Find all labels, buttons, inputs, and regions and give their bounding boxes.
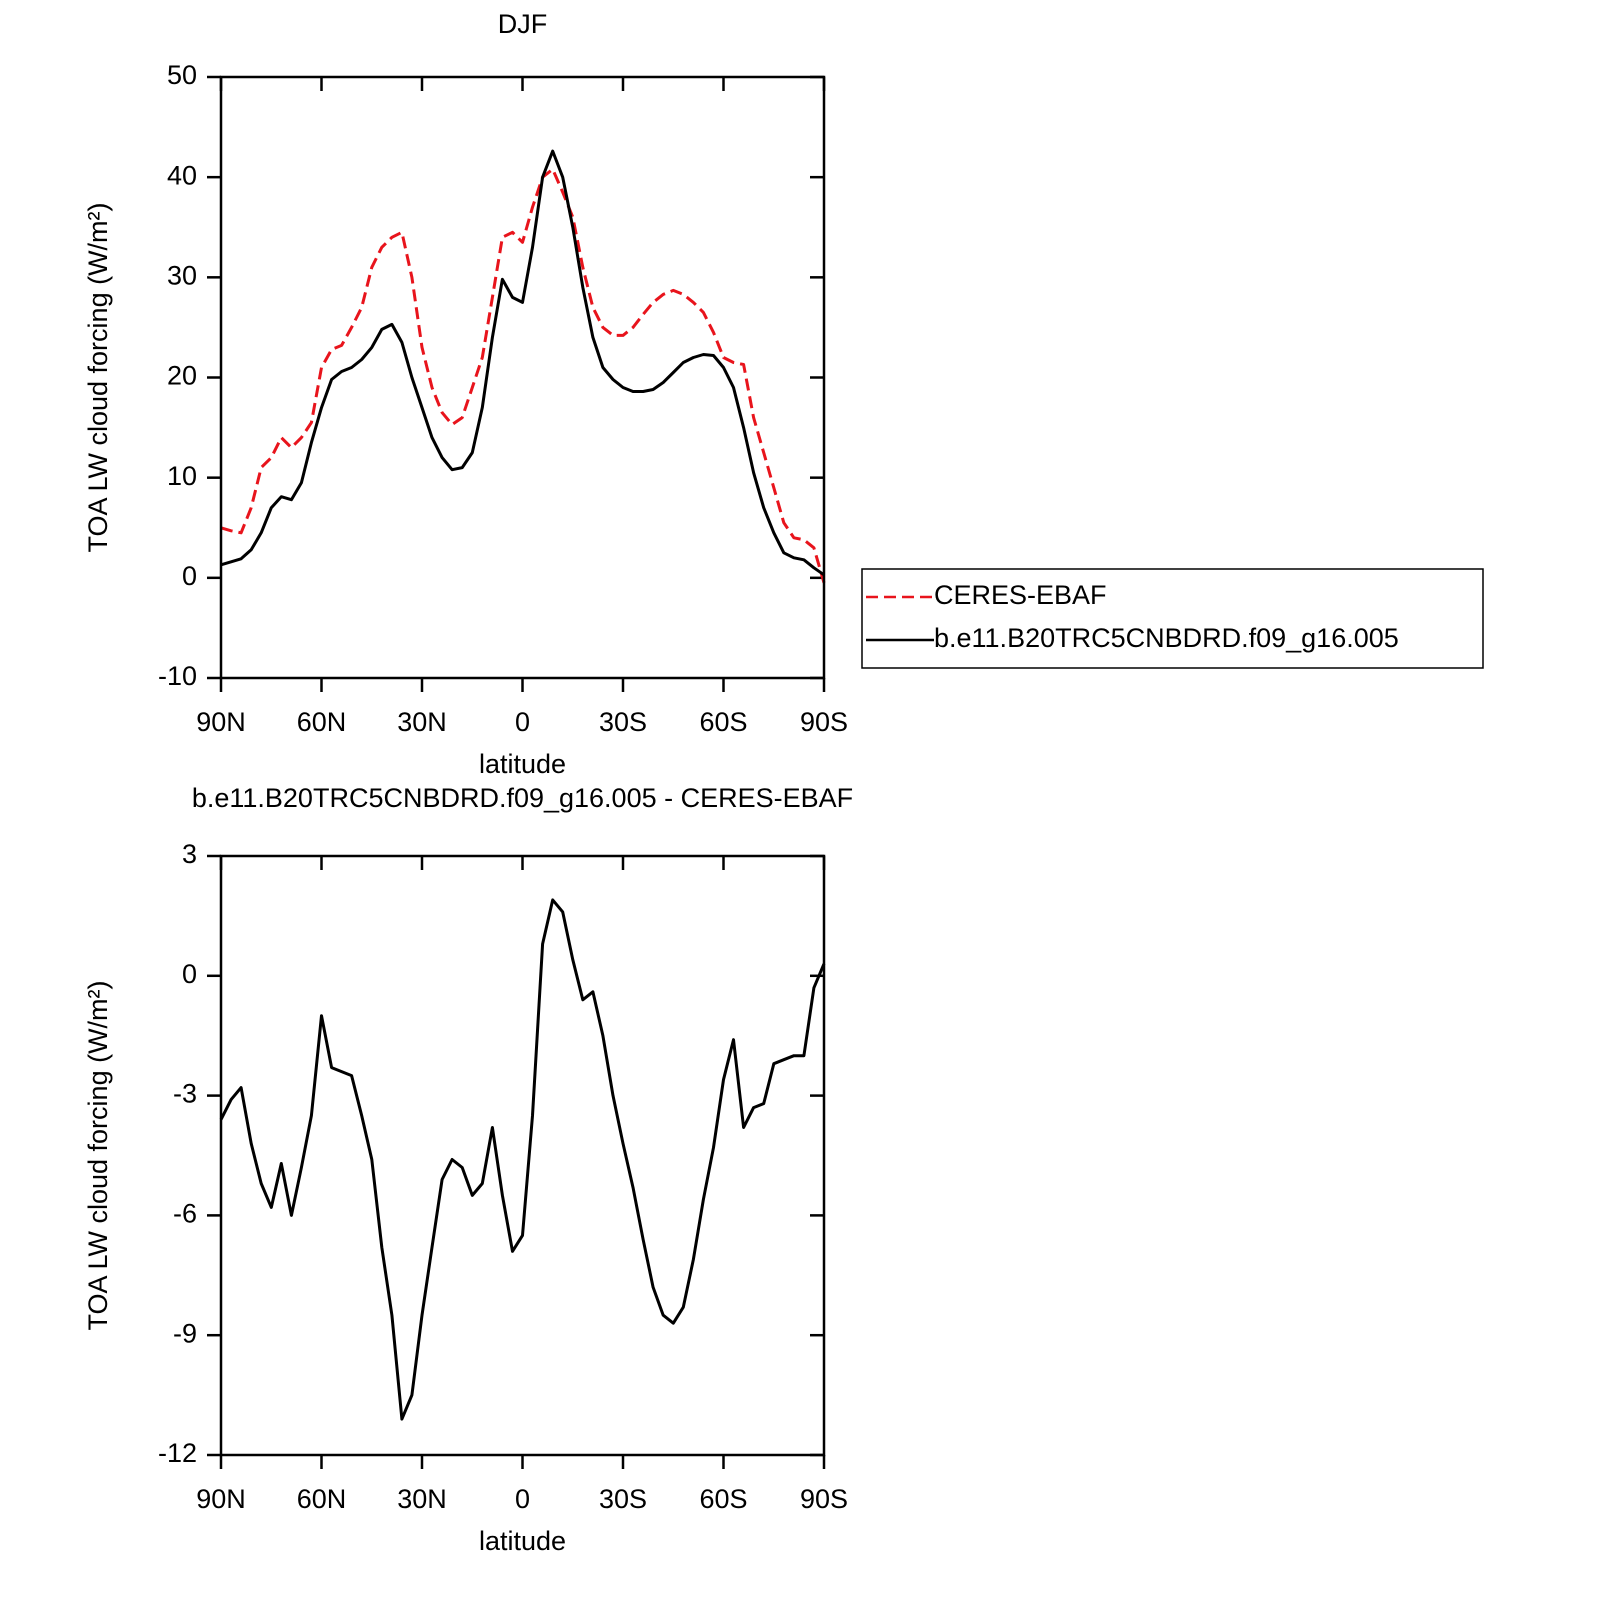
x-tick-label: 90N <box>196 1484 246 1514</box>
data-line <box>220 167 826 584</box>
y-axis-label: TOA LW cloud forcing (W/m²) <box>83 980 113 1330</box>
y-axis-label: TOA LW cloud forcing (W/m²) <box>83 202 113 552</box>
y-tick-label: -6 <box>173 1199 197 1229</box>
x-tick-label: 60N <box>297 707 347 737</box>
y-tick-label: -3 <box>173 1079 197 1109</box>
x-tick-label: 90S <box>800 707 848 737</box>
plot-frame <box>219 854 826 1457</box>
y-tick-label: 10 <box>167 461 197 491</box>
x-tick-label: 30N <box>397 1484 447 1514</box>
legend-label: b.e11.B20TRC5CNBDRD.f09_g16.005 <box>934 623 1399 653</box>
x-tick-label: 90N <box>196 707 246 737</box>
y-tick-label: -10 <box>158 661 197 691</box>
y-tick-label: 0 <box>182 959 197 989</box>
x-tick-label: 30S <box>599 707 647 737</box>
x-tick-label: 60N <box>297 1484 347 1514</box>
x-tick-label: 0 <box>515 1484 530 1514</box>
x-tick-label: 60S <box>699 707 747 737</box>
x-axis-label: latitude <box>479 1526 566 1556</box>
legend-box <box>861 568 1484 669</box>
y-tick-label: 40 <box>167 160 197 190</box>
x-tick-label: 60S <box>699 1484 747 1514</box>
y-tick-label: 50 <box>167 60 197 90</box>
data-line <box>219 898 826 1421</box>
x-tick-label: 90S <box>800 1484 848 1514</box>
plot-frame <box>219 75 826 680</box>
chart-title: DJF <box>498 9 548 39</box>
y-tick-label: -9 <box>173 1318 197 1348</box>
x-tick-label: 30N <box>397 707 447 737</box>
data-line <box>220 149 825 577</box>
legend-label: CERES-EBAF <box>934 580 1107 610</box>
y-tick-label: 20 <box>167 361 197 391</box>
y-tick-label: 0 <box>182 561 197 591</box>
x-axis-label: latitude <box>479 749 566 779</box>
y-tick-label: 3 <box>182 839 197 869</box>
y-tick-label: 30 <box>167 260 197 290</box>
y-tick-label: -12 <box>158 1438 197 1468</box>
x-tick-label: 0 <box>515 707 530 737</box>
x-tick-label: 30S <box>599 1484 647 1514</box>
chart-title: b.e11.B20TRC5CNBDRD.f09_g16.005 - CERES-… <box>192 783 853 813</box>
